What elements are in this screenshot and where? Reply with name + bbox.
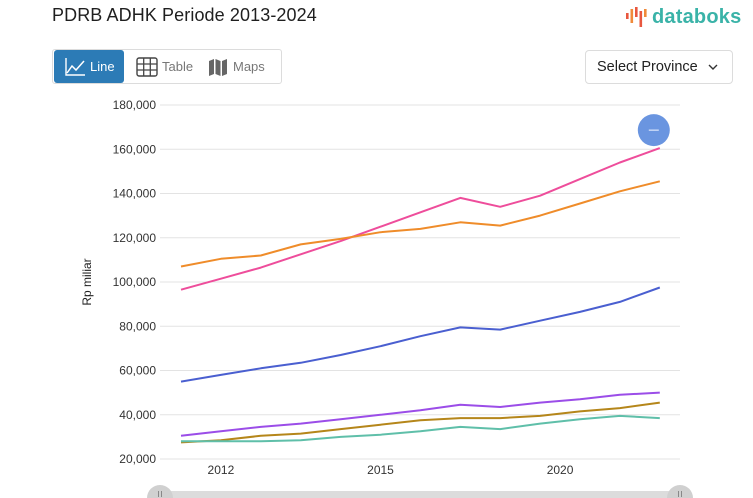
series-pink-line[interactable] — [180, 147, 661, 291]
map-icon — [209, 58, 227, 76]
grid-lines — [160, 104, 680, 460]
x-axis-ticks: 2012 2015 2020 — [208, 463, 574, 477]
slider-track[interactable] — [160, 491, 680, 498]
province-select[interactable]: Select Province — [585, 50, 733, 84]
slider-handle-knob[interactable] — [147, 485, 173, 498]
y-axis-title: Rp miliar — [80, 258, 94, 305]
y-tick-label: 80,000 — [119, 319, 156, 333]
series-group — [180, 147, 661, 444]
hover-marker-group — [637, 114, 670, 147]
x-tick-label: 2015 — [367, 463, 394, 477]
y-tick-label: 40,000 — [119, 408, 156, 422]
logo-text: databoks — [652, 5, 742, 28]
y-tick-label: 60,000 — [119, 364, 156, 378]
view-table-button[interactable]: Table — [124, 50, 204, 83]
y-tick-label: 160,000 — [113, 142, 157, 156]
slider-handle-left[interactable] — [147, 485, 173, 498]
slider-handle-right[interactable] — [667, 485, 693, 498]
line-chart-icon — [65, 57, 85, 76]
view-maps-button[interactable]: Maps — [204, 50, 274, 83]
slider-handle-knob[interactable] — [667, 485, 693, 498]
y-tick-label: 20,000 — [119, 452, 156, 466]
bars-logo-icon — [626, 7, 647, 27]
series-teal-line[interactable] — [181, 414, 660, 443]
y-tick-label: 140,000 — [113, 187, 157, 201]
series-blue-line[interactable] — [180, 286, 661, 383]
y-tick-label: 120,000 — [113, 231, 157, 245]
table-grid-icon — [136, 56, 158, 77]
view-maps-label: Maps — [233, 59, 265, 74]
y-axis-ticks: 20,000 40,000 60,000 80,000 100,000 120,000 14… — [113, 98, 157, 466]
y-tick-label: 100,000 — [113, 275, 157, 289]
y-tick-label: 180,000 — [113, 98, 157, 112]
x-tick-label: 2012 — [208, 463, 235, 477]
series-gold-line[interactable] — [180, 401, 660, 444]
chart-title: PDRB ADHK Periode 2013-2024 — [52, 5, 317, 25]
view-toggle: Line Table Maps — [52, 49, 282, 84]
x-tick-label: 2020 — [547, 463, 574, 477]
series-purple-line[interactable] — [180, 391, 660, 437]
view-line-button[interactable]: Line — [54, 50, 124, 83]
chevron-down-icon — [708, 64, 718, 70]
series-orange-line[interactable] — [180, 180, 661, 268]
databoks-logo[interactable]: databoks — [624, 5, 741, 29]
province-select-label: Select Province — [597, 59, 698, 75]
range-slider — [147, 485, 693, 498]
view-line-label: Line — [90, 59, 115, 74]
view-table-label: Table — [162, 59, 194, 74]
